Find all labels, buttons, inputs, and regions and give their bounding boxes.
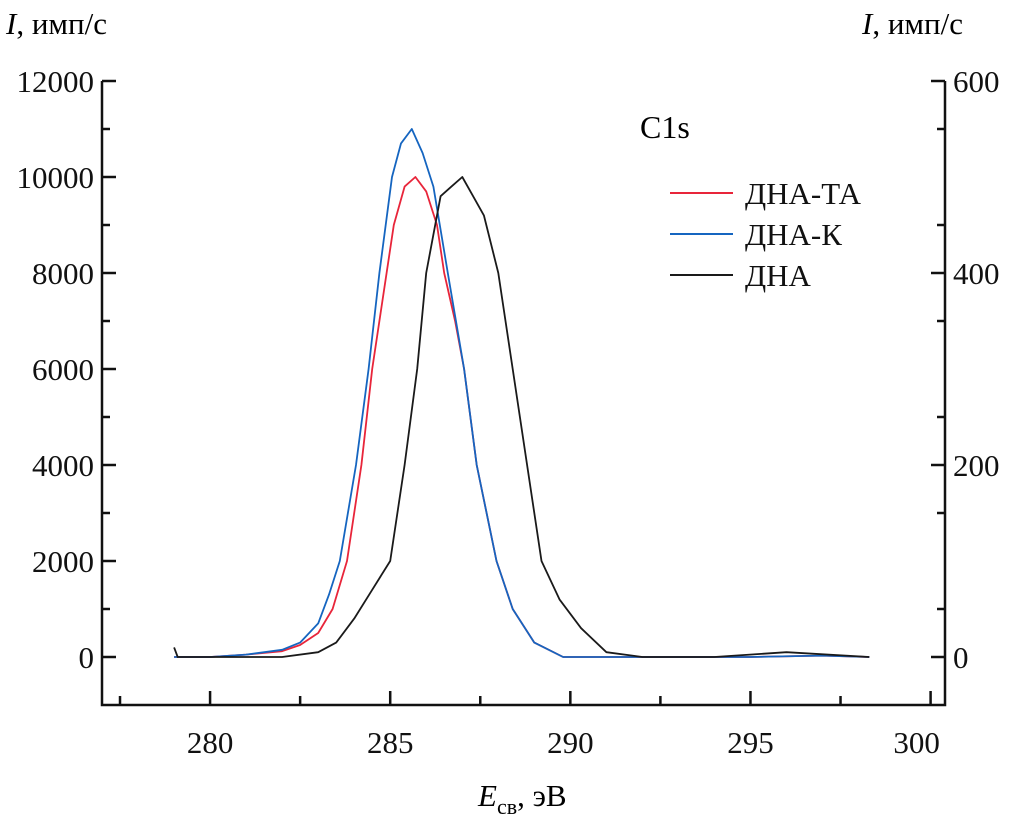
series-lines <box>173 128 870 658</box>
legend: C1s ДНА-ТА ДНА-К ДНА <box>640 109 862 293</box>
axes: 280 285 290 295 3000200040006000800010000120… <box>17 64 1000 760</box>
x-tick-label: 295 <box>727 725 774 760</box>
y-left-tick-label: 0 <box>79 640 95 675</box>
y-right-tick-label: 0 <box>953 640 969 675</box>
y-right-tick-label: 200 <box>953 448 1000 483</box>
y-left-tick-label: 12000 <box>17 64 95 99</box>
series-line-2 <box>174 128 870 658</box>
y-left-tick-label: 8000 <box>32 256 94 291</box>
x-tick-label: 290 <box>547 725 594 760</box>
legend-title: C1s <box>640 109 690 145</box>
x-tick-label: 280 <box>187 725 234 760</box>
y-left-tick-label: 4000 <box>32 448 94 483</box>
axis-frame <box>100 81 947 707</box>
x-tick-label: 285 <box>367 725 414 760</box>
legend-label: ДНА-ТА <box>745 176 862 211</box>
y-right-tick-label: 400 <box>953 256 1000 291</box>
x-tick-label: 300 <box>893 725 940 760</box>
series-line-3 <box>173 176 870 658</box>
y-axis-label-left: I, имп/с <box>5 6 107 41</box>
y-left-tick-label: 6000 <box>32 352 94 387</box>
y-right-tick-label: 600 <box>953 64 1000 99</box>
legend-label: ДНА-К <box>745 217 842 252</box>
legend-label: ДНА <box>745 258 812 293</box>
y-axis-label-right: I, имп/с <box>861 6 963 41</box>
x-axis-label: Eсв, эВ <box>477 778 567 819</box>
y-left-tick-label: 10000 <box>17 160 95 195</box>
y-left-tick-label: 2000 <box>32 544 94 579</box>
